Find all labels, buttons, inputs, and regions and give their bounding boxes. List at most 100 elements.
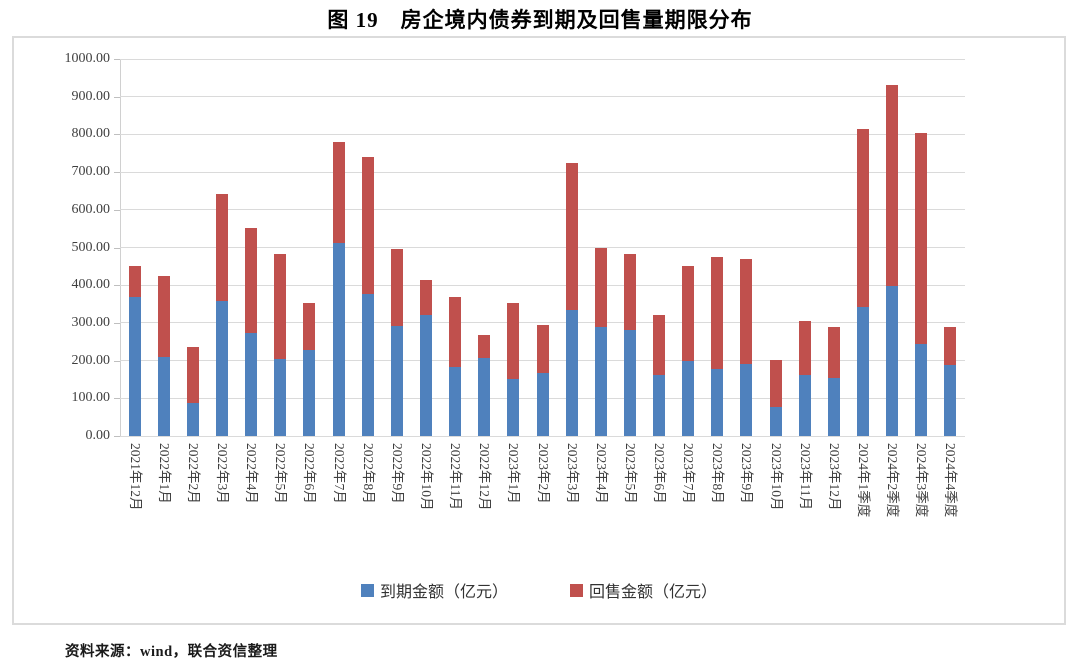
x-axis-tick-label: 2022年4月 bbox=[244, 443, 260, 504]
putback-segment bbox=[623, 253, 636, 331]
x-axis-tick-label: 2023年3月 bbox=[564, 443, 580, 504]
maturity-segment bbox=[565, 310, 578, 436]
maturity-segment bbox=[245, 333, 258, 436]
gridline-600 bbox=[120, 209, 965, 211]
y-axis-tick-label: 300.00 bbox=[71, 314, 111, 330]
x-axis-tick-label: 2022年9月 bbox=[389, 443, 405, 504]
y-axis-tick bbox=[114, 59, 120, 60]
y-axis-tick bbox=[114, 209, 120, 211]
stacked-bar-2023年2月 bbox=[536, 325, 549, 436]
y-axis-tick-label: 100.00 bbox=[71, 390, 111, 406]
maturity-segment bbox=[711, 368, 724, 436]
y-axis-tick-label: 500.00 bbox=[71, 239, 111, 255]
putback-segment bbox=[215, 193, 228, 302]
stacked-bar-2023年6月 bbox=[653, 315, 666, 436]
gridline-700 bbox=[120, 171, 965, 173]
maturity-segment bbox=[740, 363, 753, 436]
x-axis-tick-label: 2022年10月 bbox=[418, 443, 434, 511]
maturity-segment bbox=[478, 357, 491, 436]
source-note: 资料来源：wind，联合资信整理 bbox=[65, 644, 278, 660]
putback-segment bbox=[594, 248, 607, 328]
stacked-bar-2023年8月 bbox=[711, 257, 724, 436]
stacked-bar-2023年7月 bbox=[682, 265, 695, 436]
putback-segment bbox=[536, 325, 549, 374]
y-axis-tick bbox=[114, 360, 120, 362]
maturity-segment bbox=[682, 361, 695, 436]
y-axis-line bbox=[120, 59, 121, 437]
x-axis-tick-label: 2023年7月 bbox=[681, 443, 697, 504]
legend-label-putback: 回售金额（亿元） bbox=[589, 584, 718, 601]
x-axis-tick-label: 2023年4月 bbox=[593, 443, 609, 504]
stacked-bar-2023年10月 bbox=[769, 359, 782, 436]
putback-series-swatch-icon bbox=[570, 583, 583, 597]
putback-segment bbox=[857, 128, 870, 308]
stacked-bar-2022年5月 bbox=[274, 254, 287, 436]
putback-segment bbox=[303, 302, 316, 351]
y-axis-tick-label: 700.00 bbox=[71, 164, 111, 180]
x-axis-tick-label: 2023年1月 bbox=[506, 443, 522, 504]
putback-segment bbox=[827, 327, 840, 378]
maturity-segment bbox=[623, 330, 636, 436]
putback-segment bbox=[449, 296, 462, 368]
x-axis-tick-label: 2023年11月 bbox=[797, 443, 813, 510]
putback-segment bbox=[478, 334, 491, 358]
maturity-segment bbox=[303, 350, 316, 436]
maturity-segment bbox=[332, 243, 345, 436]
putback-segment bbox=[886, 85, 899, 286]
x-axis-tick-label: 2022年2月 bbox=[185, 443, 201, 504]
gridline-800 bbox=[120, 133, 965, 135]
y-axis-tick-label: 1000.00 bbox=[64, 51, 111, 66]
gridline-1000 bbox=[120, 58, 965, 60]
maturity-segment bbox=[915, 344, 928, 436]
putback-segment bbox=[798, 321, 811, 376]
stacked-bar-2023年5月 bbox=[623, 253, 636, 436]
stacked-bar-2022年2月 bbox=[186, 347, 199, 436]
y-axis-tick bbox=[114, 322, 120, 324]
stacked-bar-2024年3季度 bbox=[915, 132, 928, 436]
stacked-bar-2022年12月 bbox=[478, 334, 491, 436]
maturity-segment bbox=[419, 314, 432, 436]
x-axis-tick-label: 2023年12月 bbox=[826, 443, 842, 511]
stacked-bar-2023年3月 bbox=[565, 163, 578, 436]
x-axis-tick-label: 2023年2月 bbox=[535, 443, 551, 504]
gridline-500 bbox=[120, 247, 965, 248]
legend-item-putback: 回售金额（亿元） bbox=[570, 578, 717, 602]
putback-segment bbox=[740, 258, 753, 364]
x-axis-tick-label: 2022年6月 bbox=[302, 443, 318, 504]
maturity-segment bbox=[769, 406, 782, 436]
putback-segment bbox=[186, 347, 199, 403]
putback-segment bbox=[769, 359, 782, 407]
stacked-bar-2023年11月 bbox=[798, 321, 811, 436]
x-axis-tick-label: 2022年11月 bbox=[448, 443, 464, 510]
maturity-segment bbox=[944, 364, 957, 436]
gridline-0 bbox=[120, 435, 965, 437]
putback-segment bbox=[128, 266, 141, 297]
maturity-segment bbox=[507, 379, 520, 436]
putback-segment bbox=[653, 315, 666, 375]
y-axis-tick bbox=[114, 285, 120, 287]
maturity-segment bbox=[594, 327, 607, 436]
x-axis-tick-label: 2023年6月 bbox=[652, 443, 668, 504]
maturity-segment bbox=[186, 402, 199, 436]
stacked-bar-2022年4月 bbox=[245, 227, 258, 436]
stacked-bar-2022年6月 bbox=[303, 302, 316, 436]
y-axis-tick bbox=[114, 436, 120, 437]
maturity-segment bbox=[536, 373, 549, 436]
x-axis-tick-label: 2022年7月 bbox=[331, 443, 347, 504]
stacked-bar-2022年7月 bbox=[332, 141, 345, 436]
x-axis-tick-label: 2022年5月 bbox=[273, 443, 289, 504]
legend-label-maturity: 到期金额（亿元） bbox=[379, 584, 508, 601]
x-axis-tick-label: 2022年1月 bbox=[156, 443, 172, 504]
putback-segment bbox=[332, 141, 345, 244]
putback-segment bbox=[390, 249, 403, 327]
y-axis-tick bbox=[114, 398, 120, 400]
x-axis-tick-label: 2022年3月 bbox=[214, 443, 230, 504]
putback-segment bbox=[682, 265, 695, 362]
putback-segment bbox=[361, 157, 374, 294]
x-axis-tick-label: 2023年9月 bbox=[739, 443, 755, 504]
plot-area bbox=[120, 58, 965, 437]
maturity-segment bbox=[128, 296, 141, 436]
chart-title: 图 19 房企境内债券到期及回售量期限分布 bbox=[327, 8, 753, 32]
stacked-bar-2023年9月 bbox=[740, 258, 753, 436]
